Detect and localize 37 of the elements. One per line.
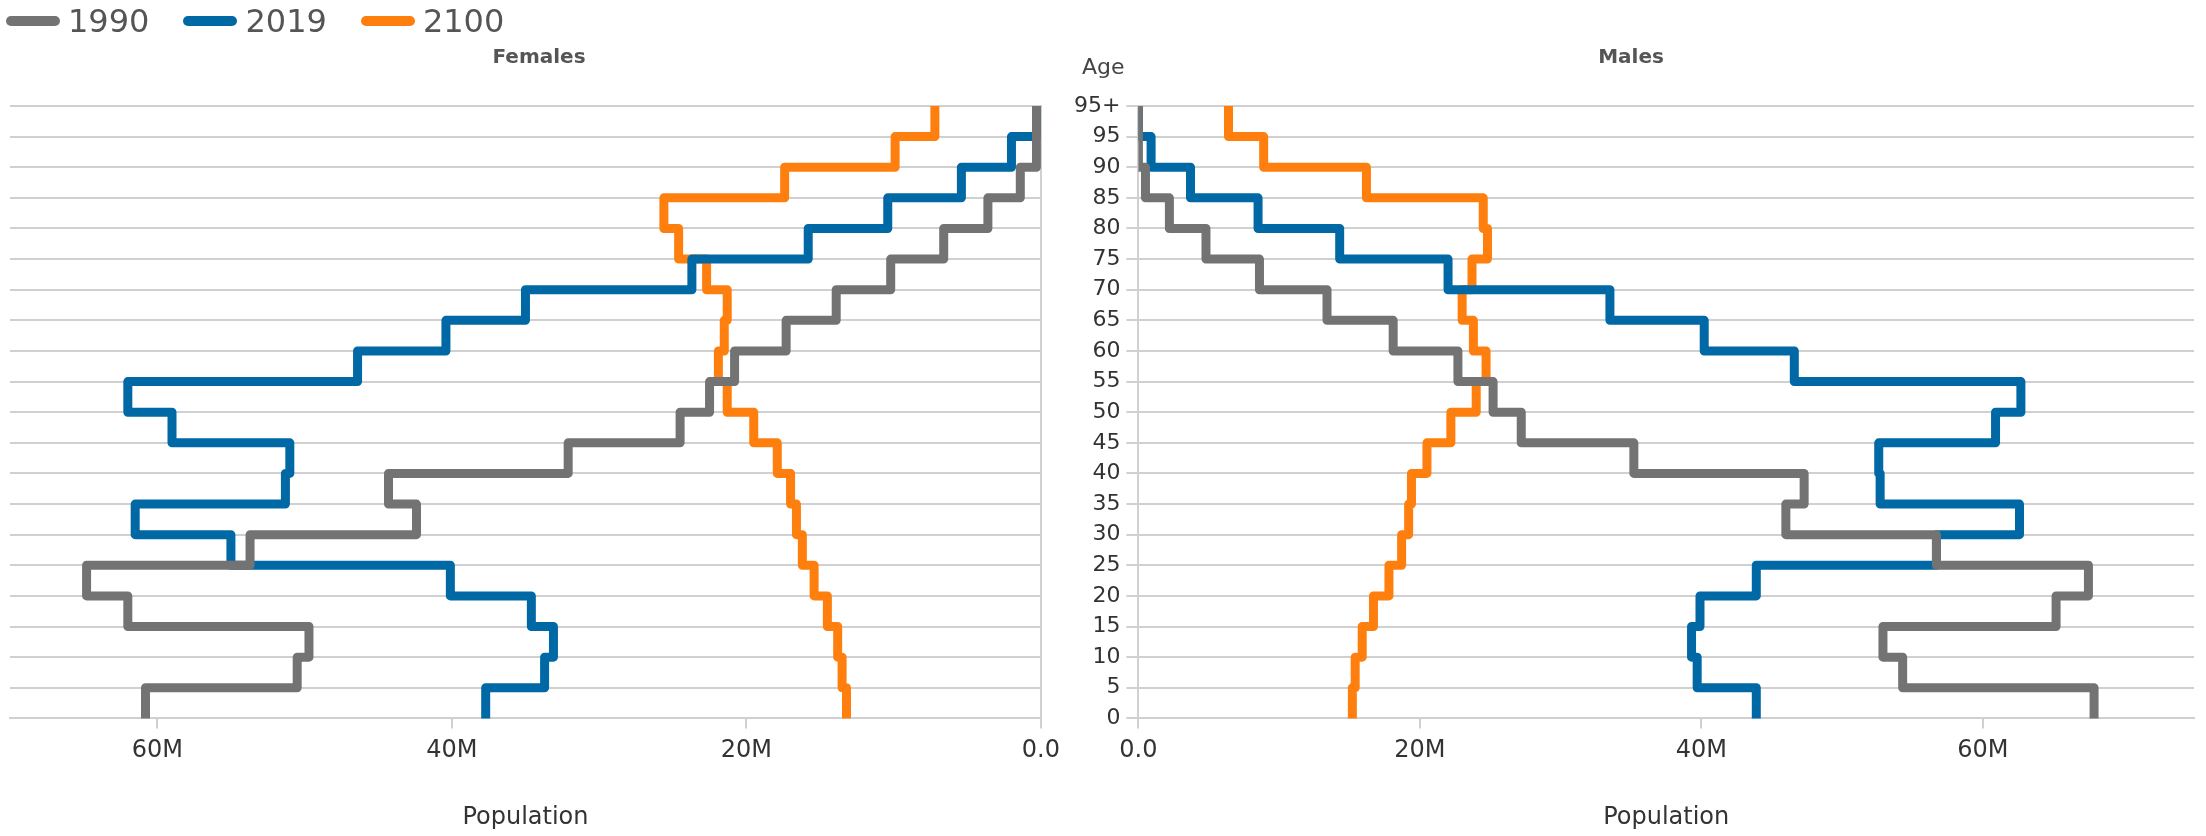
x-axis-title: Population	[462, 801, 589, 830]
y-tick-label: 55	[1092, 367, 1121, 393]
y-tick-label: 10	[1092, 642, 1121, 668]
legend-label: 2100	[422, 2, 505, 40]
x-tick-label: 20M	[720, 735, 772, 764]
x-tick-label: 0.0	[1021, 735, 1060, 764]
y-axis-title: Age	[1081, 53, 1125, 79]
y-tick-label: 85	[1092, 183, 1121, 209]
y-tick-label: 60	[1092, 336, 1121, 362]
x-tick-label: 40M	[1675, 735, 1728, 764]
y-tick-label: 35	[1092, 489, 1121, 515]
y-tick-label: 65	[1092, 306, 1121, 332]
x-tick-label: 0.0	[1119, 735, 1158, 764]
y-tick-label: 70	[1092, 275, 1121, 301]
y-tick-label: 75	[1092, 244, 1121, 270]
legend-label: 1990	[68, 2, 150, 40]
y-tick-label: 25	[1092, 551, 1121, 577]
y-tick-label: 30	[1092, 520, 1121, 546]
y-tick-label: 5	[1106, 673, 1121, 699]
legend-label: 2019	[245, 2, 327, 40]
y-tick-label: 45	[1092, 428, 1121, 454]
y-tick-label: 95	[1092, 122, 1121, 148]
x-tick-label: 20M	[1394, 735, 1446, 764]
y-tick-label: 20	[1092, 581, 1121, 607]
x-tick-label: 60M	[1957, 735, 2009, 764]
x-tick-label: 60M	[131, 735, 183, 764]
y-tick-label: 50	[1092, 397, 1121, 423]
y-tick-label: 90	[1092, 152, 1121, 178]
chart-title: Males	[1598, 44, 1664, 69]
y-tick-label: 80	[1092, 214, 1121, 240]
x-axis-title: Population	[1603, 801, 1730, 830]
chart-title: Females	[492, 44, 586, 69]
y-tick-label: 40	[1092, 459, 1121, 485]
x-tick-label: 40M	[426, 735, 478, 764]
y-tick-label: 95+	[1073, 91, 1121, 117]
y-tick-label: 0	[1106, 704, 1121, 730]
y-tick-label: 15	[1092, 612, 1121, 638]
